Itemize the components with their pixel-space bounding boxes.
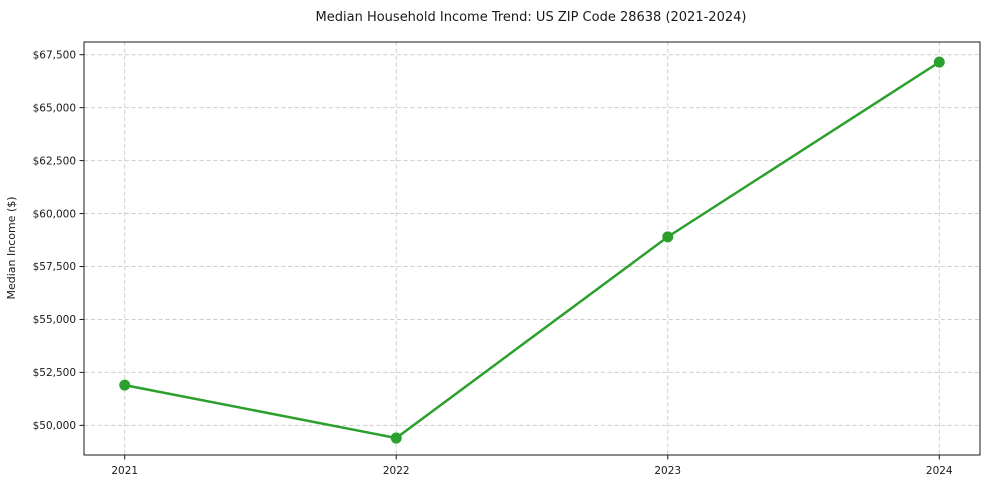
x-tick-label: 2021 xyxy=(111,465,138,477)
x-tick-label: 2023 xyxy=(654,465,681,477)
y-tick-label: $60,000 xyxy=(33,208,76,220)
trend-line-series xyxy=(119,56,945,444)
plot-border xyxy=(83,41,981,456)
axis-tick-labels: 2021 2022 2023 2024 $50,000 $52,500 $55,000 $57… xyxy=(33,49,953,477)
y-tick-label: $50,000 xyxy=(33,420,76,432)
trend-line xyxy=(123,60,941,440)
chart-title: Median Household Income Trend: US ZIP Co… xyxy=(316,10,747,25)
gridlines xyxy=(84,42,980,455)
y-tick-label: $67,500 xyxy=(33,49,76,61)
x-tick-label: 2024 xyxy=(926,465,953,477)
y-tick-label: $57,500 xyxy=(33,261,76,273)
data-point-2024 xyxy=(933,56,945,68)
y-tick-label: $65,000 xyxy=(33,102,76,114)
data-point-2022 xyxy=(390,432,402,444)
data-point-2023 xyxy=(662,231,674,243)
y-tick-label: $55,000 xyxy=(33,314,76,326)
data-point-2021 xyxy=(119,379,131,391)
y-tick-label: $62,500 xyxy=(33,155,76,167)
y-axis-label: Median Income ($) xyxy=(5,196,18,299)
axis-tick-marks xyxy=(79,54,940,460)
x-tick-label: 2022 xyxy=(383,465,410,477)
y-tick-label: $52,500 xyxy=(33,367,76,379)
